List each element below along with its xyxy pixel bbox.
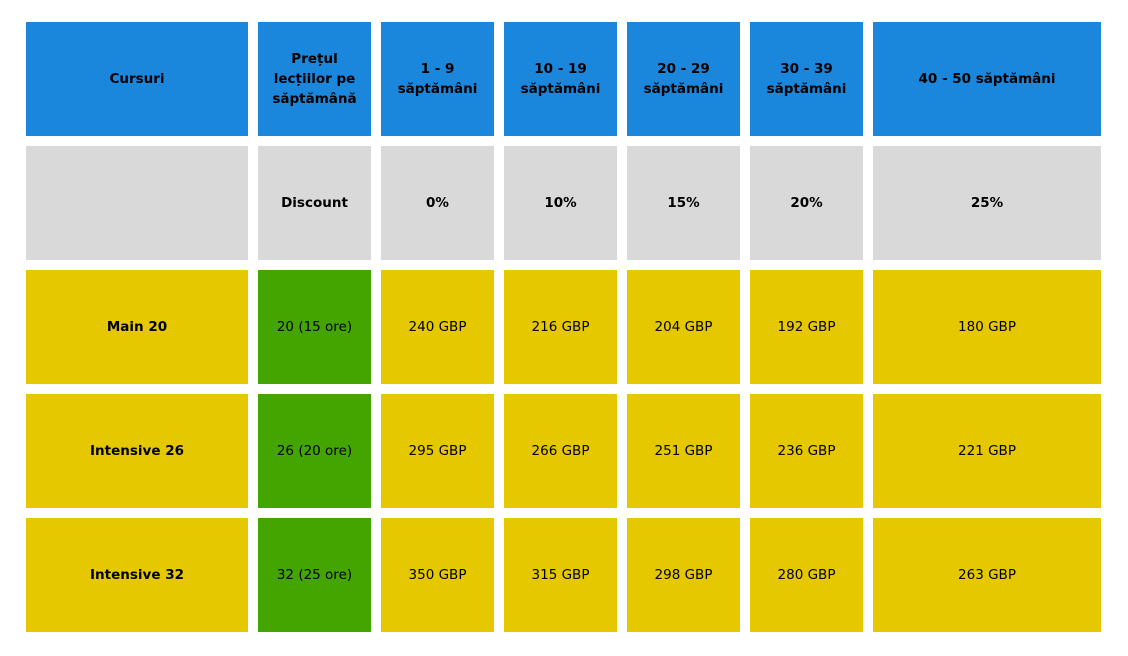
- header-cell-weeks-30-39: 30 - 39 săptămâni: [750, 22, 863, 136]
- lesson-count-cell: 26 (20 ore): [258, 394, 371, 508]
- lesson-count-cell: 20 (15 ore): [258, 270, 371, 384]
- discount-value: 20%: [750, 146, 863, 260]
- header-cell-weeks-1-9: 1 - 9 săptămâni: [381, 22, 494, 136]
- price-cell: 266 GBP: [504, 394, 617, 508]
- header-cell-weeks-20-29: 20 - 29 săptămâni: [627, 22, 740, 136]
- price-cell: 298 GBP: [627, 518, 740, 632]
- discount-value: 10%: [504, 146, 617, 260]
- price-cell: 180 GBP: [873, 270, 1101, 384]
- price-cell: 315 GBP: [504, 518, 617, 632]
- price-cell: 216 GBP: [504, 270, 617, 384]
- price-table: Cursuri Prețul lecțiilor pe săptămână 1 …: [26, 22, 1101, 632]
- price-cell: 350 GBP: [381, 518, 494, 632]
- header-cell-lesson-price: Prețul lecțiilor pe săptămână: [258, 22, 371, 136]
- price-cell: 240 GBP: [381, 270, 494, 384]
- lesson-count-cell: 32 (25 ore): [258, 518, 371, 632]
- discount-cell-empty: [26, 146, 248, 260]
- price-cell: 280 GBP: [750, 518, 863, 632]
- discount-label: Discount: [258, 146, 371, 260]
- price-cell: 236 GBP: [750, 394, 863, 508]
- price-cell: 221 GBP: [873, 394, 1101, 508]
- price-cell: 251 GBP: [627, 394, 740, 508]
- price-cell: 204 GBP: [627, 270, 740, 384]
- price-cell: 295 GBP: [381, 394, 494, 508]
- header-cell-weeks-10-19: 10 - 19 săptămâni: [504, 22, 617, 136]
- course-name: Intensive 26: [26, 394, 248, 508]
- discount-value: 0%: [381, 146, 494, 260]
- price-cell: 263 GBP: [873, 518, 1101, 632]
- discount-value: 15%: [627, 146, 740, 260]
- header-cell-cursuri: Cursuri: [26, 22, 248, 136]
- course-name: Main 20: [26, 270, 248, 384]
- price-cell: 192 GBP: [750, 270, 863, 384]
- discount-value: 25%: [873, 146, 1101, 260]
- course-name: Intensive 32: [26, 518, 248, 632]
- header-cell-weeks-40-50: 40 - 50 săptămâni: [873, 22, 1101, 136]
